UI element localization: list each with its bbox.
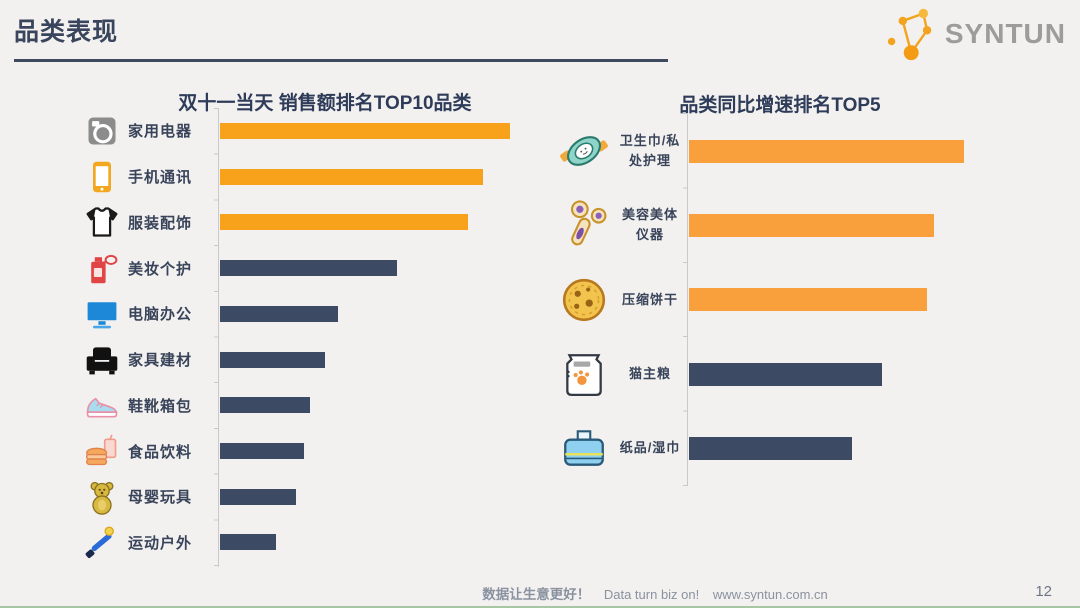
syntun-logo: SYNTUN [885,6,1066,62]
category-label: 卫生巾/私 处护理 [619,133,681,169]
logo-molecule-icon [887,8,932,61]
chart-row-monitor: 电脑办公 [82,291,510,337]
sanitary-pad-icon [556,126,612,176]
chart-row-tshirt: 服装配饰 [82,199,510,245]
footer-url: www.syntun.com.cn [712,587,828,602]
chart-row-burger-drink: 食品饮料 [82,428,510,474]
monitor-icon [82,296,122,332]
value-bar [220,351,325,368]
category-label: 猫主粮 [628,365,671,381]
value-bar [220,168,483,185]
category-label: 电脑办公 [128,306,193,324]
footer-tagline-cn: 数据让生意更好！ [482,587,591,602]
sales-top10-chart: 家用电器手机通讯服装配饰美妆个护电脑办公家具建材鞋靴箱包食品饮料母婴玩具运动户外 [82,108,510,565]
value-bar [689,213,934,237]
category-label: 家具建材 [128,352,193,370]
perfume-icon [82,250,122,286]
smartphone-icon [82,159,122,195]
category-label: 服装配饰 [128,214,193,232]
category-label: 食品饮料 [128,443,193,461]
washing-machine-icon [82,113,122,149]
chart-row-sanitary-pad: 卫生巾/私 处护理 [556,114,964,188]
chart-row-baseball-bat: 运动户外 [82,520,510,566]
category-label: 鞋靴箱包 [128,397,193,415]
right-chart-axis [683,113,688,486]
logo-text: SYNTUN [944,18,1066,49]
category-label: 手机通讯 [128,169,193,187]
value-bar [220,443,304,459]
chart-row-cat-food: 猫主粮 [556,337,964,411]
value-bar [689,288,927,312]
title-underline [14,59,668,62]
chart-row-armchair: 家具建材 [82,337,510,383]
value-bar [220,260,397,277]
chart-row-biscuit: 压缩饼干 [556,263,964,337]
footer-tagline-en: Data turn biz on! [603,587,700,602]
value-bar [220,534,276,551]
biscuit-icon [556,275,612,325]
chart-row-teddy-bear: 母婴玩具 [82,474,510,520]
bottom-accent-strip [0,606,1080,608]
chart-row-sneaker: 鞋靴箱包 [82,382,510,428]
page-title: 品类表现 [14,18,119,46]
value-bar [689,139,964,163]
value-bar [220,122,510,139]
category-label: 母婴玩具 [128,489,193,507]
value-bar [220,214,468,231]
value-bar [220,397,310,414]
cat-food-icon [556,349,612,399]
page-number: 12 [1035,583,1052,600]
wipes-icon [556,423,612,473]
value-bar [220,305,338,322]
chart-row-washing-machine: 家用电器 [82,108,510,154]
footer: 数据让生意更好！ Data turn biz on! www.syntun.co… [230,583,1080,603]
category-label: 运动户外 [128,534,193,552]
value-bar [220,488,296,505]
category-label: 压缩饼干 [621,291,678,307]
teddy-bear-icon [82,479,122,515]
value-bar [689,362,882,386]
right-chart-title: 品类同比增速排名TOP5 [679,95,881,116]
category-label: 美容美体 仪器 [621,207,678,243]
left-chart-title: 双十一当天 销售额排名TOP10品类 [178,93,472,114]
chart-row-wipes: 纸品/湿巾 [556,411,964,485]
left-chart-axis [214,108,219,567]
burger-drink-icon [82,433,122,469]
sneaker-icon [82,387,122,423]
category-label: 美妆个护 [128,260,193,278]
armchair-icon [82,342,122,378]
beauty-device-icon [556,200,612,250]
tshirt-icon [82,204,122,240]
chart-row-smartphone: 手机通讯 [82,154,510,200]
growth-top5-chart: 卫生巾/私 处护理 美容美体 仪器压缩饼干猫主粮纸品/湿巾 [556,114,964,485]
chart-row-perfume: 美妆个护 [82,245,510,291]
category-label: 家用电器 [128,123,193,141]
baseball-bat-icon [82,524,122,560]
value-bar [689,436,852,460]
chart-row-beauty-device: 美容美体 仪器 [556,188,964,262]
category-label: 纸品/湿巾 [619,440,681,456]
